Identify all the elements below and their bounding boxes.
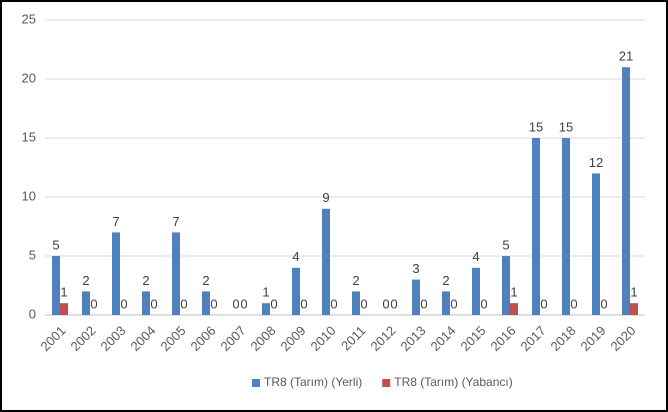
data-label: 5	[502, 237, 509, 252]
bar	[562, 138, 570, 315]
bar	[292, 267, 300, 315]
bar	[60, 303, 68, 315]
data-label: 0	[270, 296, 277, 311]
legend-swatch	[382, 379, 391, 387]
bar	[592, 173, 600, 315]
bar	[412, 279, 420, 315]
data-label: 0	[330, 296, 337, 311]
data-label: 0	[300, 296, 307, 311]
bar	[82, 291, 90, 315]
data-label: 3	[412, 261, 419, 276]
data-label: 0	[420, 296, 427, 311]
bar	[532, 138, 540, 315]
data-label: 2	[142, 273, 149, 288]
data-label: 1	[262, 285, 269, 300]
data-label: 15	[559, 119, 573, 134]
data-label: 0	[120, 296, 127, 311]
data-label: 0	[600, 296, 607, 311]
bar	[262, 303, 270, 315]
data-label: 1	[630, 285, 637, 300]
data-label: 0	[360, 296, 367, 311]
bar	[52, 256, 60, 315]
data-label: 2	[82, 273, 89, 288]
bar	[142, 291, 150, 315]
bar	[352, 291, 360, 315]
data-label: 4	[292, 249, 299, 264]
data-label: 12	[589, 155, 603, 170]
legend-label: TR8 (Tarım) (Yerli)	[264, 375, 362, 389]
data-label: 0	[180, 296, 187, 311]
data-label: 0	[480, 296, 487, 311]
bar	[630, 303, 638, 315]
data-label: 0	[232, 296, 239, 311]
data-label: 1	[510, 285, 517, 300]
y-tick-label: 0	[29, 306, 36, 321]
data-label: 0	[90, 296, 97, 311]
y-tick-label: 15	[22, 129, 36, 144]
data-label: 4	[472, 249, 479, 264]
y-tick-label: 25	[22, 11, 36, 26]
bar	[442, 291, 450, 315]
data-label: 2	[202, 273, 209, 288]
data-label: 21	[619, 49, 633, 64]
data-label: 0	[240, 296, 247, 311]
legend-swatch	[252, 379, 260, 387]
bar	[472, 267, 480, 315]
y-tick-label: 10	[22, 188, 36, 203]
bar	[622, 67, 630, 315]
bar	[202, 291, 210, 315]
data-label: 1	[60, 285, 67, 300]
data-label: 0	[390, 296, 397, 311]
data-label: 2	[442, 273, 449, 288]
data-label: 0	[540, 296, 547, 311]
data-label: 9	[322, 190, 329, 205]
data-label: 15	[529, 119, 543, 134]
y-tick-label: 20	[22, 70, 36, 85]
data-label: 2	[352, 273, 359, 288]
data-label: 7	[172, 214, 179, 229]
data-label: 5	[52, 237, 59, 252]
data-label: 0	[210, 296, 217, 311]
bar	[322, 208, 330, 315]
data-label: 0	[382, 296, 389, 311]
bar	[172, 232, 180, 315]
data-label: 0	[450, 296, 457, 311]
bar	[112, 232, 120, 315]
data-label: 0	[150, 296, 157, 311]
data-label: 7	[112, 214, 119, 229]
bar	[510, 303, 518, 315]
bar	[502, 256, 510, 315]
data-label: 0	[570, 296, 577, 311]
y-tick-label: 5	[29, 247, 36, 262]
legend-label: TR8 (Tarım) (Yabancı)	[394, 375, 512, 389]
